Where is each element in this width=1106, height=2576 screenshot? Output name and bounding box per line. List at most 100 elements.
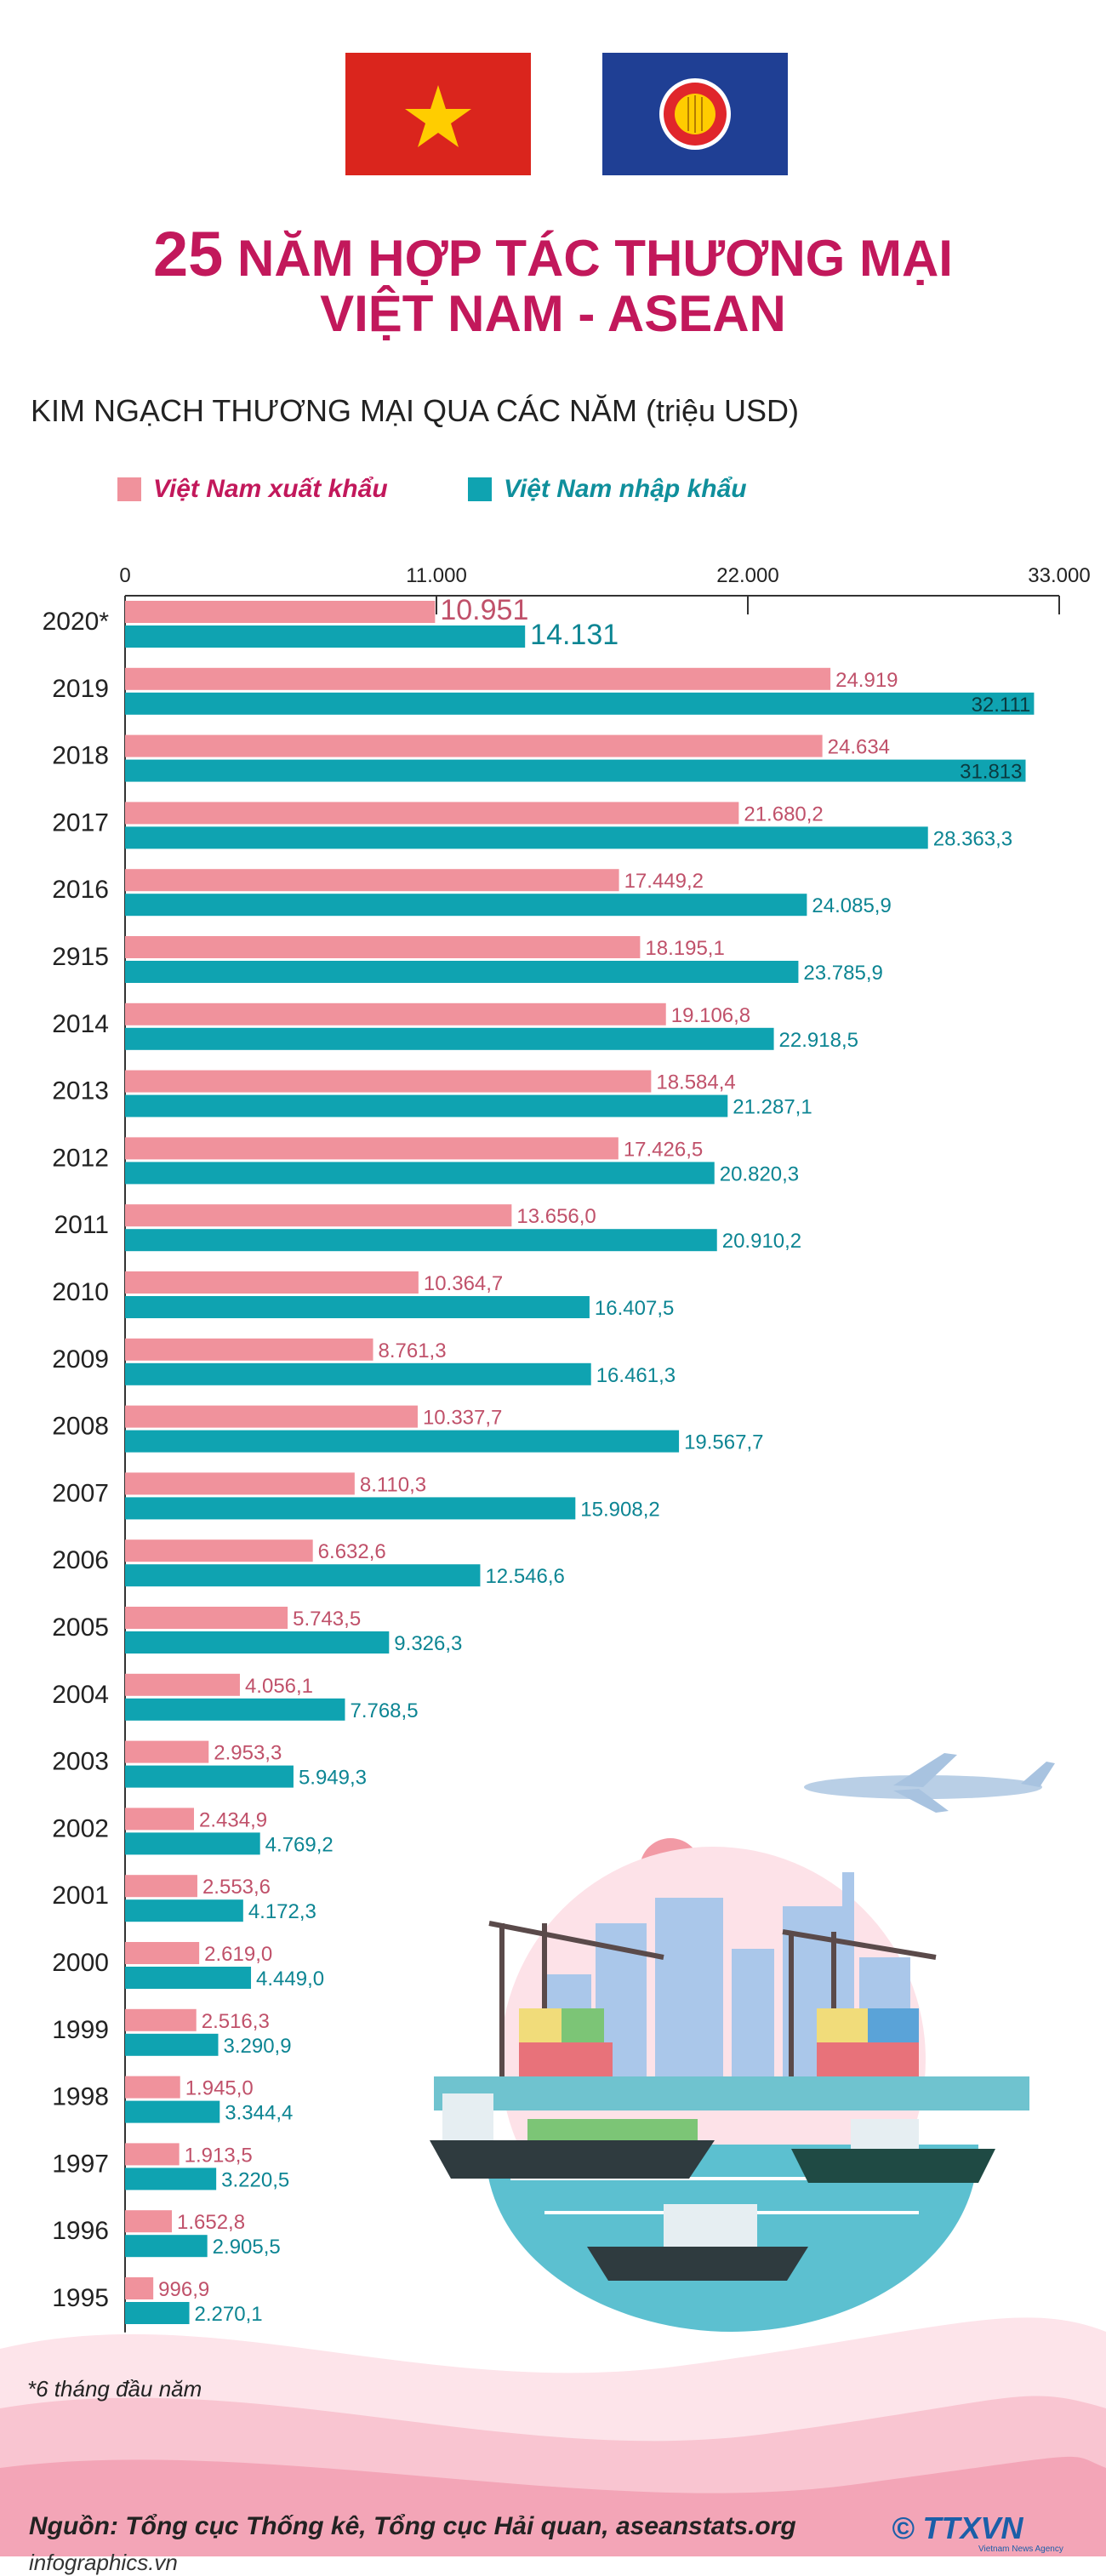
export-bar — [125, 1875, 197, 1898]
year-label: 2915 — [52, 943, 109, 971]
import-bar — [125, 1832, 260, 1855]
x-tick-label: 0 — [119, 564, 130, 587]
import-value-label: 3.344,4 — [225, 2102, 293, 2125]
chart-subtitle: KIM NGẠCH THƯƠNG MẠI QUA CÁC NĂM (triệu … — [31, 393, 800, 428]
export-bar — [125, 1808, 195, 1831]
year-label: 2020* — [43, 608, 110, 636]
export-bar — [125, 667, 831, 690]
x-tick-label: 33.000 — [1028, 564, 1090, 587]
year-label: 1998 — [52, 2083, 109, 2111]
export-value-label: 10.337,7 — [423, 1407, 502, 1430]
export-value-label: 2.619,0 — [204, 1943, 272, 1966]
ttxvn-logo-subtitle: Vietnam News Agency — [978, 2545, 1063, 2554]
footnote: *6 tháng đầu năm — [27, 2376, 202, 2402]
legend-import-label: Việt Nam nhập khẩu — [504, 475, 747, 503]
export-value-label: 8.110,3 — [360, 1473, 426, 1496]
export-bar — [125, 802, 739, 825]
export-bar — [125, 1740, 209, 1763]
year-label: 2008 — [52, 1413, 109, 1441]
export-value-label: 17.449,2 — [624, 870, 704, 893]
export-value-label: 5.743,5 — [293, 1608, 361, 1631]
year-label: 1996 — [52, 2217, 109, 2245]
export-bar — [125, 2076, 180, 2099]
export-bar — [125, 2277, 154, 2299]
import-bar — [125, 1564, 481, 1587]
import-bar — [125, 2168, 217, 2190]
import-value-label: 16.407,5 — [595, 1297, 674, 1320]
import-bar — [125, 894, 807, 917]
import-value-label: 4.449,0 — [256, 1968, 324, 1991]
export-bar — [125, 1405, 418, 1428]
export-value-label: 2.553,6 — [202, 1876, 271, 1899]
export-bar — [125, 1472, 355, 1495]
year-label: 1999 — [52, 2016, 109, 2044]
export-value-label: 10.364,7 — [424, 1272, 503, 1295]
export-bar — [125, 1137, 619, 1160]
import-value-label: 4.172,3 — [248, 1900, 316, 1923]
import-bar — [125, 1698, 345, 1721]
import-value-label: 16.461,3 — [596, 1364, 676, 1387]
export-bar — [125, 869, 619, 892]
year-label: 2011 — [54, 1211, 109, 1239]
year-label: 2018 — [52, 742, 109, 770]
year-label: 2009 — [52, 1345, 109, 1374]
export-bar — [125, 1607, 288, 1629]
page-title-line-2: VIỆT NAM - ASEAN — [320, 285, 786, 342]
page-title-line-1: 25 NĂM HỢP TÁC THƯƠNG MẠI — [0, 218, 1106, 290]
export-bar — [125, 1204, 512, 1227]
legend-export: Việt Nam xuất khẩu — [117, 475, 388, 504]
import-bar — [125, 1899, 243, 1922]
import-bar — [125, 692, 1035, 715]
import-value-label: 20.910,2 — [722, 1230, 801, 1253]
import-bar — [125, 1094, 728, 1117]
year-label: 2006 — [52, 1546, 109, 1574]
import-value-label: 20.820,3 — [720, 1162, 799, 1185]
export-bar — [125, 734, 823, 757]
site-link[interactable]: infographics.vn — [29, 2550, 178, 2575]
x-tick-label: 11.000 — [406, 564, 467, 587]
ttxvn-logo: © TTXVN — [892, 2510, 1023, 2545]
import-value-label: 4.769,2 — [265, 1833, 334, 1856]
import-value-label: 12.546,6 — [485, 1565, 564, 1588]
flag-star-icon — [405, 85, 471, 147]
import-bar — [125, 1967, 252, 1989]
export-value-label: 1.652,8 — [177, 2211, 245, 2234]
import-bar — [125, 826, 928, 849]
import-bar — [125, 1027, 774, 1050]
export-value-label: 19.106,8 — [671, 1004, 750, 1027]
import-value-label: 5.949,3 — [299, 1767, 367, 1790]
import-value-label: 2.905,5 — [213, 2236, 281, 2259]
export-bar — [125, 2210, 172, 2233]
import-value-label: 15.908,2 — [580, 1498, 659, 1521]
export-value-label: 13.656,0 — [516, 1205, 596, 1228]
legend-export-label: Việt Nam xuất khẩu — [153, 475, 388, 503]
import-bar — [125, 2235, 208, 2258]
import-value-label: 9.326,3 — [394, 1632, 462, 1655]
import-bar — [125, 1362, 591, 1385]
import-value-label: 31.813 — [960, 761, 1022, 784]
import-bar — [125, 2033, 219, 2056]
export-bar — [125, 1070, 652, 1093]
export-value-label: 6.632,6 — [318, 1540, 386, 1563]
import-value-label: 14.131 — [530, 619, 619, 651]
import-value-label: 28.363,3 — [933, 827, 1012, 850]
year-label: 1995 — [52, 2284, 109, 2312]
export-bar — [125, 1271, 419, 1294]
year-label: 2007 — [52, 1479, 109, 1507]
export-bar — [125, 2143, 180, 2166]
export-value-label: 996,9 — [158, 2278, 209, 2301]
import-value-label: 19.567,7 — [684, 1431, 763, 1454]
title-line1-rest: NĂM HỢP TÁC THƯƠNG MẠI — [223, 230, 953, 287]
export-value-label: 4.056,1 — [245, 1675, 313, 1698]
export-value-label: 1.913,5 — [185, 2144, 253, 2167]
legend-import: Việt Nam nhập khẩu — [468, 475, 747, 504]
title-number: 25 — [153, 219, 224, 289]
import-value-label: 2.270,1 — [195, 2303, 263, 2326]
legend-export-swatch — [117, 477, 141, 501]
import-bar — [125, 1296, 590, 1318]
asean-flag — [602, 53, 788, 175]
export-value-label: 24.919 — [835, 669, 898, 692]
year-label: 2001 — [52, 1882, 109, 1910]
export-bar — [125, 1338, 373, 1361]
